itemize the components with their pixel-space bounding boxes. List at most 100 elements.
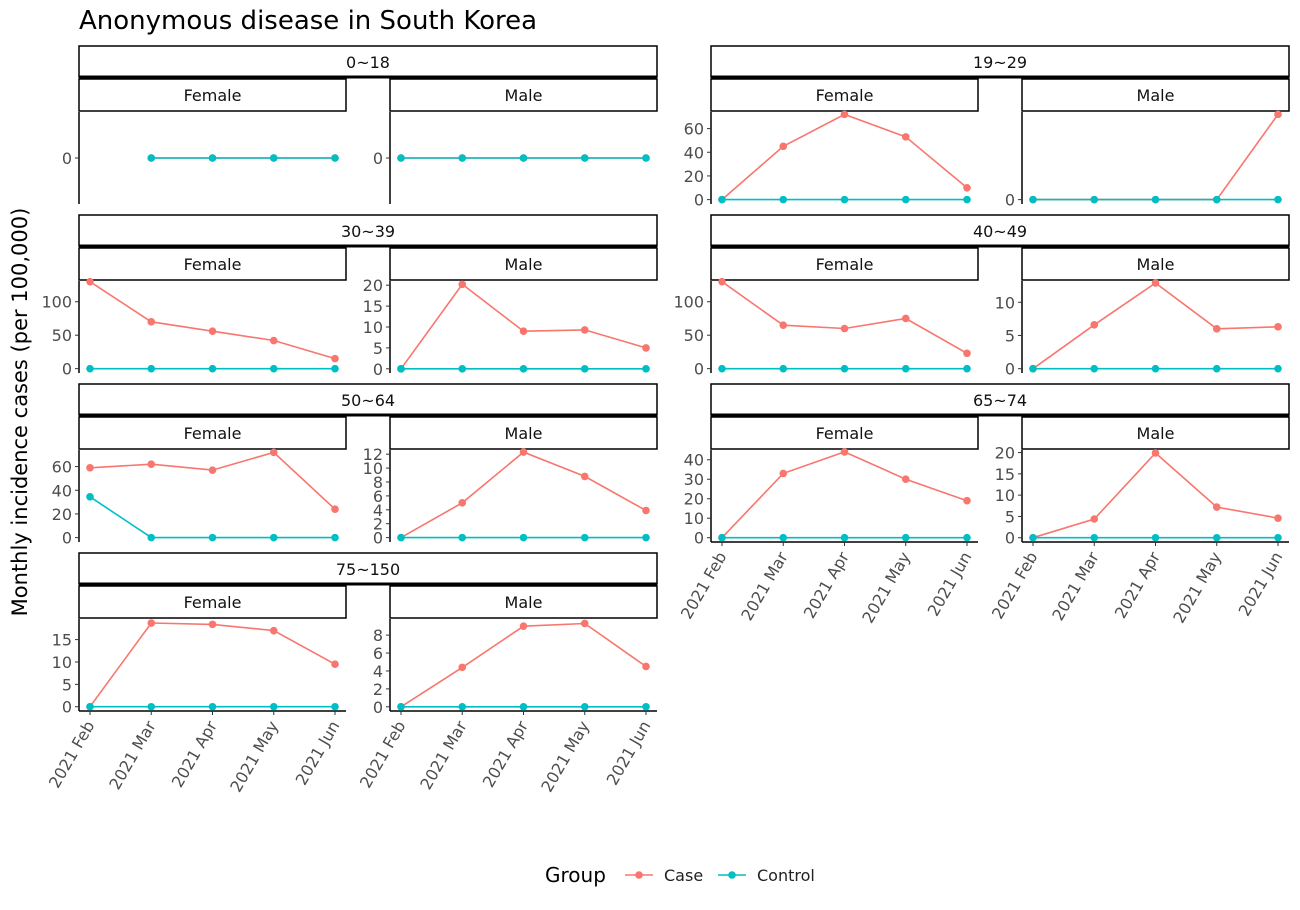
y-tick-label: 5: [62, 675, 72, 694]
age-strip-label: 50~64: [341, 391, 395, 410]
y-tick-label: 0: [1005, 360, 1015, 379]
y-tick-label: 10: [995, 293, 1015, 312]
data-point-control: [580, 365, 589, 373]
sex-strip: [78, 247, 347, 281]
data-point-control: [779, 364, 788, 373]
age-strip: [78, 383, 658, 416]
data-point-control: [718, 533, 726, 542]
data-point-case: [147, 318, 156, 326]
data-point-control: [1151, 364, 1160, 373]
sex-strip: [1021, 78, 1290, 112]
data-point-case: [580, 619, 589, 628]
data-point-control: [519, 702, 528, 711]
data-point-control: [397, 702, 405, 711]
data-point-control: [1274, 364, 1282, 373]
data-point-case: [331, 660, 339, 669]
data-point-control: [397, 365, 405, 373]
series-line-case: [89, 451, 336, 510]
x-tick-label: 2021 Jun: [1235, 549, 1287, 620]
y-tick-label: 100: [673, 293, 704, 312]
data-point-control: [1274, 195, 1282, 204]
data-point-case: [458, 499, 467, 507]
facet-40~49: 40~49 Female 0 50 100 Male 0 5 10: [673, 214, 1290, 379]
data-point-control: [208, 702, 217, 711]
panel-40~49-male: Male 0 5 10: [995, 247, 1290, 379]
data-point-control: [1212, 533, 1221, 542]
sex-strip-label: Male: [505, 255, 543, 274]
sex-strip: [710, 247, 979, 281]
sex-strip-label: Female: [184, 424, 242, 443]
data-point-control: [963, 195, 971, 204]
data-point-case: [840, 324, 849, 333]
x-tick-label: 2021 Jun: [292, 718, 344, 789]
x-tick-label: 2021 May: [1169, 549, 1225, 627]
y-tick-label: 50: [684, 326, 704, 345]
data-point-case: [779, 321, 788, 329]
data-point-case: [519, 622, 528, 630]
series-line-case: [721, 113, 968, 201]
y-tick-label: 10: [52, 653, 72, 672]
data-point-case: [269, 336, 278, 345]
sex-strip: [389, 247, 658, 281]
y-tick-label: 15: [52, 631, 72, 650]
y-tick-label: 8: [373, 626, 383, 645]
data-point-case: [331, 505, 339, 514]
series-line-control: [89, 496, 335, 539]
data-point-control: [1274, 533, 1282, 542]
y-tick-label: 40: [684, 451, 704, 470]
legend-key-point: [728, 871, 736, 879]
y-tick-label: 0: [373, 360, 383, 379]
data-point-case: [208, 466, 217, 474]
data-point-control: [458, 154, 467, 162]
y-tick-label: 0: [62, 529, 72, 548]
y-tick-label: 8: [373, 473, 383, 492]
data-point-control: [519, 533, 528, 542]
data-point-case: [86, 463, 94, 472]
x-tick-label: 2021 Mar: [1048, 548, 1103, 624]
legend-title: Group: [545, 863, 606, 887]
y-tick-label: 4: [373, 662, 383, 681]
y-tick-label: 20: [684, 490, 704, 509]
sex-strip-label: Male: [1137, 86, 1175, 105]
y-tick-label: 0: [694, 529, 704, 548]
data-point-control: [580, 154, 589, 162]
data-point-control: [718, 195, 726, 204]
age-strip-label: 75~150: [336, 560, 400, 579]
data-point-control: [86, 702, 94, 711]
y-tick-label: 10: [363, 459, 383, 478]
y-tick-label: 0: [694, 191, 704, 210]
data-point-control: [208, 364, 217, 373]
age-strip-label: 0~18: [346, 53, 390, 72]
data-point-case: [1090, 515, 1099, 523]
data-point-case: [580, 472, 589, 481]
data-point-case: [1151, 279, 1160, 287]
chart-title: Anonymous disease in South Korea: [79, 6, 537, 36]
x-tick-label: 2021 Apr: [1111, 548, 1164, 622]
data-point-case: [779, 469, 788, 478]
y-tick-label: 15: [363, 297, 383, 316]
data-point-control: [901, 364, 910, 373]
y-tick-label: 40: [52, 481, 72, 500]
facet-grid: 0~18Female0Male019~29Female0204060Male03…: [41, 45, 1290, 795]
legend-item-control: Control: [718, 866, 815, 885]
data-point-case: [269, 448, 278, 457]
age-strip-label: 30~39: [341, 222, 395, 241]
data-point-control: [1212, 364, 1221, 373]
panel-0~18-female: Female 0: [62, 78, 347, 204]
series-line-case: [721, 451, 968, 539]
data-point-case: [963, 349, 971, 358]
data-point-control: [580, 702, 589, 711]
panel-19~29-male: Male 0: [1005, 78, 1290, 210]
data-point-control: [208, 533, 217, 542]
data-point-control: [269, 154, 278, 162]
sex-strip-label: Male: [1137, 424, 1175, 443]
y-tick-label: 0: [373, 698, 383, 717]
data-point-case: [840, 448, 849, 456]
x-tick-label: 2021 May: [858, 549, 914, 627]
sex-strip: [389, 78, 658, 112]
x-tick-label: 2021 Feb: [677, 549, 731, 623]
